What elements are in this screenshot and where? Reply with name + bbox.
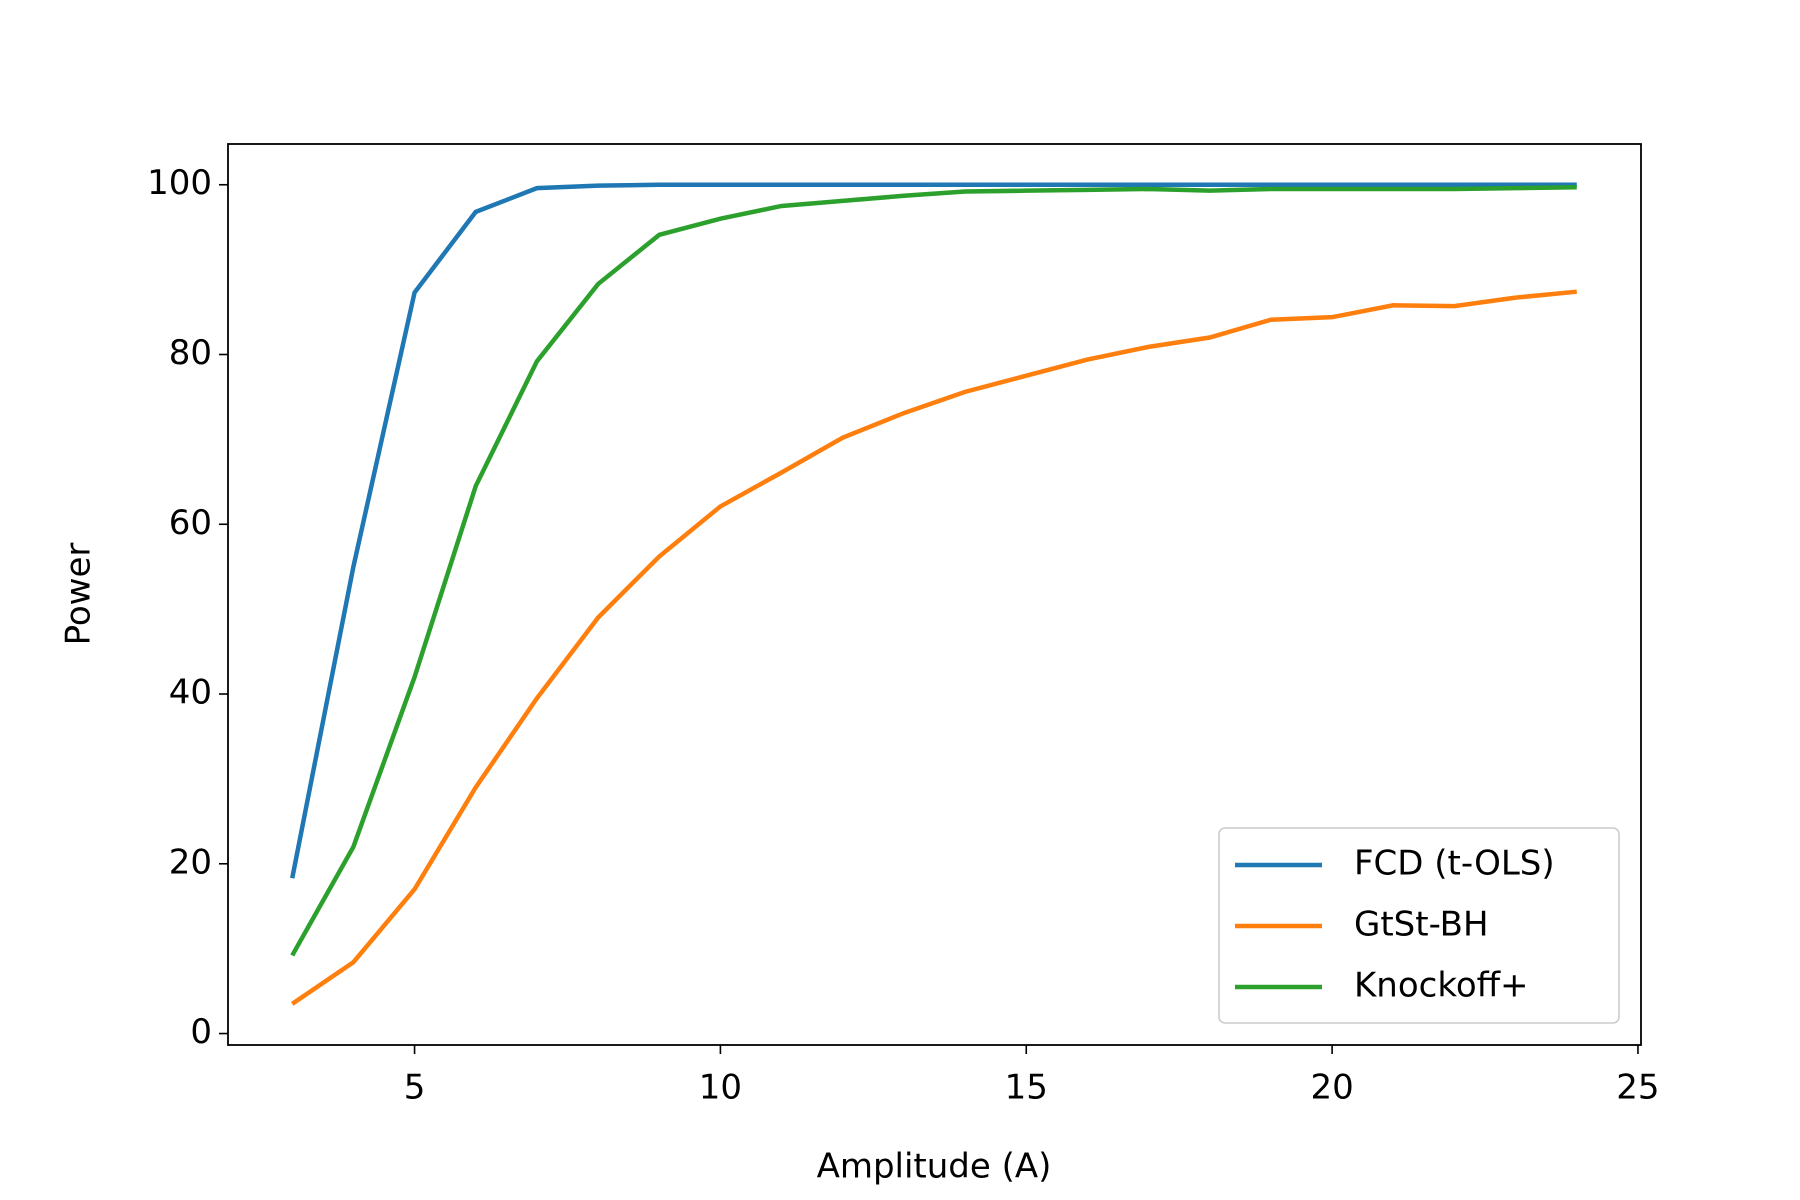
legend-box — [1218, 827, 1620, 1024]
x-tick-label: 5 — [404, 1068, 426, 1108]
y-axis-label: Power — [59, 543, 99, 646]
y-tick-label: 40 — [169, 673, 212, 713]
series-line — [290, 182, 1577, 879]
x-tick-label: 15 — [1005, 1068, 1048, 1108]
series-line — [290, 289, 1577, 1006]
legend-label: GtSt-BH — [1354, 905, 1489, 945]
series-line — [290, 185, 1577, 957]
y-tick-label: 0 — [190, 1012, 212, 1052]
x-tick-label: 10 — [699, 1068, 742, 1108]
x-axis-label: Amplitude (A) — [817, 1147, 1052, 1187]
plot-frame — [227, 143, 1642, 1046]
legend-label: Knockoff+ — [1354, 966, 1529, 1006]
y-tick-label: 100 — [147, 163, 212, 203]
y-tick-label: 80 — [169, 333, 212, 373]
legend-label: FCD (t-OLS) — [1354, 844, 1555, 884]
y-tick-label: 60 — [169, 503, 212, 543]
x-tick-label: 20 — [1310, 1068, 1353, 1108]
x-tick-label: 25 — [1616, 1068, 1659, 1108]
y-tick-label: 20 — [169, 842, 212, 882]
